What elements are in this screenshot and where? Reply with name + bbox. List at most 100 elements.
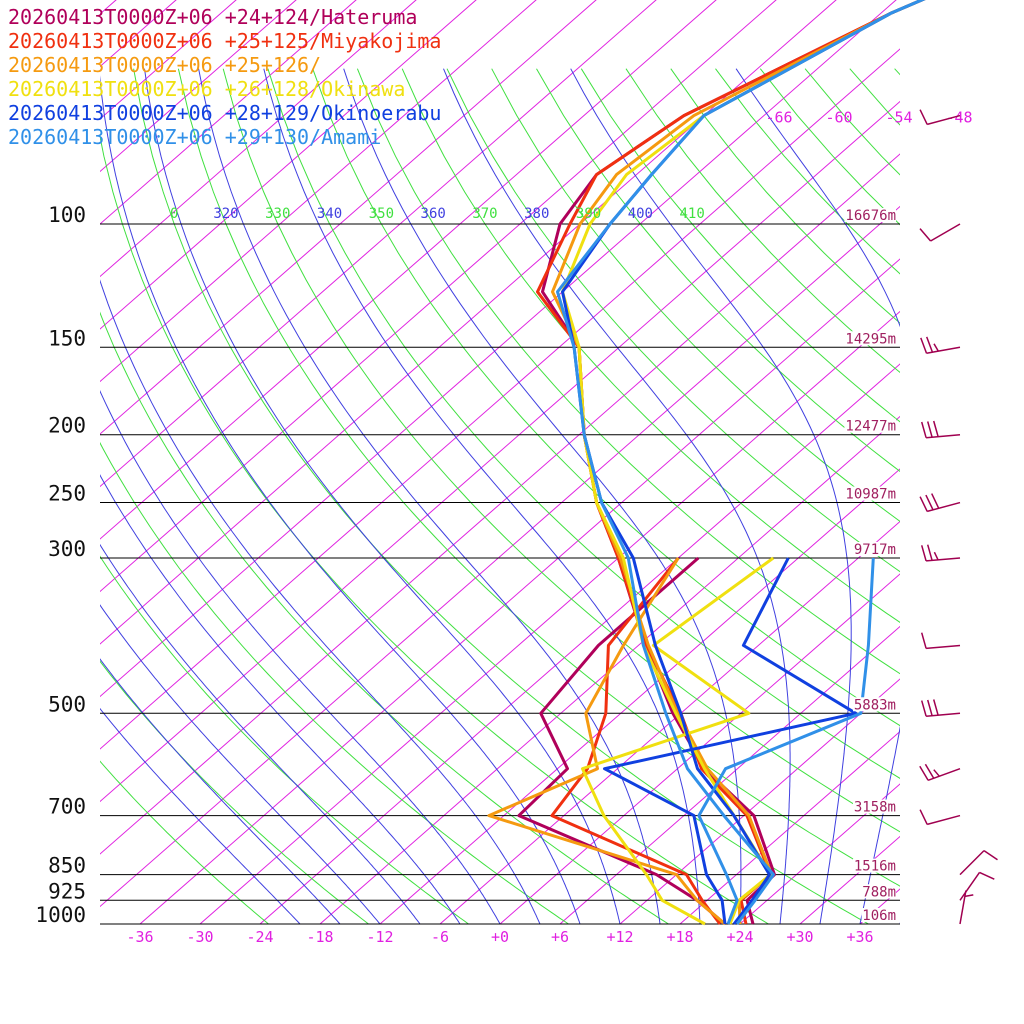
moist-adiabat-line xyxy=(735,68,900,924)
theta-label: 370 xyxy=(472,206,497,222)
height-label: 788m xyxy=(862,884,896,900)
upper-temperature-label: -66 xyxy=(765,109,792,127)
dry-adiabat-line xyxy=(100,555,470,924)
height-label: 9717m xyxy=(854,542,896,558)
isotherm-line xyxy=(379,468,900,924)
height-label-bg xyxy=(853,697,896,712)
barb-flag xyxy=(926,699,933,716)
moist-adiabat-line xyxy=(100,474,461,924)
temperature-tick-label: +0 xyxy=(491,928,509,946)
isotherm-line xyxy=(100,0,897,698)
barb-flag xyxy=(919,109,928,125)
dry-adiabat-line xyxy=(356,68,900,675)
height-label: 1516m xyxy=(854,859,896,875)
wind-barb xyxy=(920,544,961,562)
height-label: 16676m xyxy=(845,208,896,224)
dry-adiabat-line xyxy=(804,68,900,176)
isotherm-line xyxy=(559,625,900,924)
barb-flag xyxy=(931,493,940,509)
dewpoint-line xyxy=(581,556,775,926)
pressure-level-lines xyxy=(100,223,900,925)
temperature-tick-label: -18 xyxy=(306,928,333,946)
height-label-bg xyxy=(853,799,896,814)
dewpoint-line xyxy=(487,557,726,926)
upper-temperature-label: -54 xyxy=(885,109,912,127)
moist-adiabat-line xyxy=(100,658,341,924)
isotherm-line xyxy=(739,783,900,924)
height-label-bg xyxy=(844,208,896,222)
dry-adiabat-line xyxy=(312,68,900,727)
theta-label: 360 xyxy=(421,206,446,222)
isotherm-line xyxy=(980,0,1024,924)
barb-staff xyxy=(930,223,961,242)
legend-entry: 20260413T0000Z+06 +25+126/ xyxy=(8,53,321,77)
pressure-label: 850 xyxy=(48,854,86,878)
barb-flag xyxy=(964,894,974,898)
moist-adiabat-line xyxy=(570,68,852,924)
wind-barb xyxy=(920,336,961,354)
barb-flag xyxy=(926,421,933,438)
height-label-bg xyxy=(861,908,896,922)
pressure-label: 1000 xyxy=(35,903,86,927)
isotherm-line xyxy=(100,0,597,435)
isotherm-line xyxy=(799,835,900,924)
temperature-line xyxy=(541,0,926,925)
moist-adiabat-line xyxy=(144,68,621,924)
height-label-bg xyxy=(853,541,896,556)
theta-label: 0 xyxy=(170,206,178,222)
dewpoint-line xyxy=(697,557,875,925)
isotherm-line xyxy=(319,415,900,924)
wind-barb xyxy=(919,109,961,126)
temperature-tick-label: +24 xyxy=(726,928,753,946)
dry-adiabat-line xyxy=(100,760,270,924)
pressure-label: 250 xyxy=(48,482,86,506)
height-label: 5883m xyxy=(854,697,896,713)
isotherm-line xyxy=(100,205,900,908)
isotherm-line xyxy=(920,0,1024,924)
temperature-tick-label: -30 xyxy=(186,928,213,946)
temperature-tick-label: -24 xyxy=(246,928,273,946)
wind-barb xyxy=(920,420,961,439)
barb-flag xyxy=(920,545,927,562)
moist-adiabat-line xyxy=(100,707,301,924)
dry-adiabat-line xyxy=(670,68,900,324)
temperature-tick-label: +6 xyxy=(551,928,569,946)
height-label-bg xyxy=(844,331,896,346)
height-label-bg xyxy=(844,486,896,501)
barb-staff xyxy=(959,871,981,901)
wind-barb xyxy=(919,763,961,782)
isotherm-line xyxy=(100,0,717,540)
pressure-label: 700 xyxy=(48,795,86,819)
isotherm-grid xyxy=(100,0,1024,924)
barb-staff xyxy=(927,814,961,826)
wind-barb xyxy=(919,493,961,513)
moist-adiabat-line xyxy=(263,68,701,924)
isotherm-line xyxy=(259,363,900,924)
isotherm-line xyxy=(199,310,900,924)
dry-adiabat-line xyxy=(536,68,900,473)
barb-staff xyxy=(959,850,985,876)
isotherm-line xyxy=(100,0,357,225)
moist-adiabat-line xyxy=(100,390,501,924)
height-label: 3158m xyxy=(854,800,896,816)
isotherm-line xyxy=(619,678,900,924)
theta-label: 400 xyxy=(628,206,653,222)
wind-barb xyxy=(920,632,961,650)
moist-adiabat-line xyxy=(100,279,541,924)
moist-adiabat-line xyxy=(198,68,661,924)
barb-flag xyxy=(919,765,929,781)
isotherm-line xyxy=(859,888,900,924)
pressure-label: 925 xyxy=(48,879,86,903)
dewpoint-line xyxy=(550,557,722,925)
dry-adiabat-line xyxy=(100,311,670,924)
wind-barb xyxy=(919,809,961,826)
dewpoint-line xyxy=(603,557,858,925)
height-label-bg xyxy=(853,858,896,873)
height-label: 14295m xyxy=(845,331,896,347)
barb-staff xyxy=(927,768,961,782)
height-label-bg xyxy=(861,884,896,899)
temperature-tick-label: -12 xyxy=(366,928,393,946)
temperature-tick-label: +30 xyxy=(786,928,813,946)
